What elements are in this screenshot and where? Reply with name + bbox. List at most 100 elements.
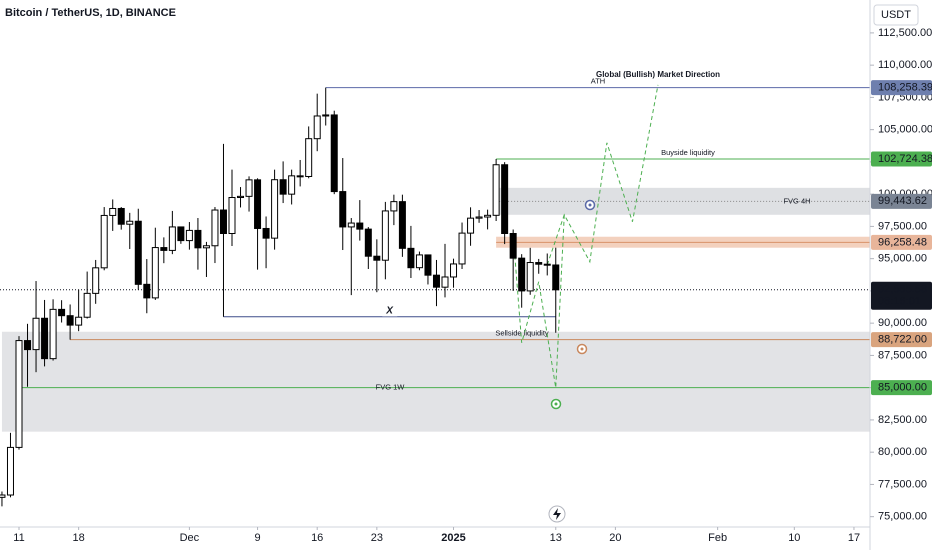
candle-body bbox=[501, 164, 509, 235]
projection bbox=[546, 84, 659, 265]
candle-body bbox=[194, 229, 202, 249]
candle-body bbox=[330, 114, 338, 193]
candle-body bbox=[305, 138, 313, 177]
candle-body bbox=[177, 226, 185, 242]
candle-body bbox=[41, 317, 49, 360]
candle-body bbox=[126, 220, 134, 225]
lightning-icon bbox=[553, 508, 561, 520]
candle-body bbox=[0, 494, 6, 498]
candle-body bbox=[228, 197, 236, 235]
candle-body bbox=[432, 274, 440, 288]
y-tick-label: 87,500.00 bbox=[878, 349, 927, 361]
level-label: FVG 1W bbox=[376, 383, 406, 392]
candle-body bbox=[339, 191, 347, 228]
eye-icon-pupil bbox=[580, 347, 584, 351]
y-tick-label: 95,000.00 bbox=[878, 253, 927, 265]
candle-body bbox=[288, 175, 296, 195]
candle-body bbox=[202, 245, 210, 249]
candle-body bbox=[381, 210, 389, 261]
label-bg bbox=[382, 305, 398, 317]
x-tick-label: 23 bbox=[371, 532, 383, 544]
candle-body bbox=[279, 179, 287, 195]
candle-body bbox=[237, 195, 245, 199]
candle-body bbox=[347, 222, 355, 228]
candle-body bbox=[185, 229, 193, 242]
candle-body bbox=[526, 262, 534, 292]
candle-body bbox=[356, 222, 364, 230]
last-price-badge bbox=[871, 281, 932, 310]
candle-body bbox=[450, 263, 458, 278]
candle-body bbox=[543, 263, 551, 266]
candle-body bbox=[415, 254, 423, 269]
candle-body bbox=[66, 315, 74, 326]
projection bbox=[512, 214, 565, 388]
price-badge bbox=[871, 332, 932, 348]
x-tick-label: 2025 bbox=[441, 532, 465, 544]
candle-body bbox=[509, 233, 517, 259]
x-tick-label: 9 bbox=[254, 532, 260, 544]
price-badge-label: 85,000.00 bbox=[878, 382, 927, 394]
candle-body bbox=[109, 207, 117, 216]
y-tick-label: 80,000.00 bbox=[878, 446, 927, 458]
candle-body bbox=[24, 340, 32, 351]
candle-body bbox=[271, 179, 279, 239]
candle-body bbox=[219, 209, 227, 235]
candle-body bbox=[168, 226, 176, 251]
y-tick-label: 75,000.00 bbox=[878, 511, 927, 523]
candle-body bbox=[49, 308, 57, 360]
y-tick-label: 90,000.00 bbox=[878, 317, 927, 329]
x-tick-label: 20 bbox=[609, 532, 621, 544]
price-badge-label: 102,724.38 bbox=[878, 153, 932, 165]
currency-box[interactable] bbox=[873, 4, 919, 26]
level-label: FVG 4H bbox=[783, 196, 810, 205]
projection-label: Global (Bullish) Market Direction bbox=[596, 70, 720, 79]
x-tick-label: 18 bbox=[73, 532, 85, 544]
candle-body bbox=[484, 214, 492, 218]
zone bbox=[1, 331, 870, 432]
price-badge bbox=[871, 380, 932, 396]
y-tick-label: 82,500.00 bbox=[878, 414, 927, 426]
x-tick-label: 13 bbox=[550, 532, 562, 544]
candle-body bbox=[364, 228, 372, 257]
candle-body bbox=[552, 264, 560, 291]
level-label: X bbox=[385, 305, 394, 316]
plot: ATH Buyside liquidity FVG 4H Sellside liqui… bbox=[0, 70, 870, 507]
candle-body bbox=[134, 220, 142, 285]
candle-body bbox=[424, 254, 432, 276]
countdown: 08:16:01 bbox=[878, 296, 921, 308]
candle-body bbox=[313, 115, 321, 140]
x-tick-label: 17 bbox=[848, 532, 860, 544]
y-tick-label: 77,500.00 bbox=[878, 478, 927, 490]
axes: 75,000.00 77,500.00 80,000.00 82,500.00 85,0… bbox=[13, 27, 932, 544]
candle-body bbox=[322, 114, 330, 117]
candle-body bbox=[143, 283, 151, 299]
currency[interactable]: USDT bbox=[881, 9, 911, 21]
price-badge bbox=[871, 234, 932, 250]
chart-title: Bitcoin / TetherUS, 1D, BINANCE bbox=[5, 7, 176, 19]
y-tick-label: 110,000.00 bbox=[878, 59, 932, 71]
candle-body bbox=[254, 179, 262, 229]
price-badge bbox=[871, 80, 932, 96]
price-badge-label: 88,722.00 bbox=[878, 334, 927, 346]
level-label: ATH bbox=[591, 77, 605, 86]
candle-body bbox=[518, 257, 526, 292]
candle-body bbox=[58, 308, 66, 317]
candle-body bbox=[160, 247, 168, 251]
candle-body bbox=[245, 179, 253, 197]
last-price-label: 92,585.58 bbox=[878, 284, 927, 296]
candle-body bbox=[373, 255, 381, 261]
price-badge-label: 96,258.48 bbox=[878, 236, 927, 248]
price-badge-label: 99,443.62 bbox=[878, 195, 927, 207]
candle-body bbox=[151, 247, 159, 299]
candle-body bbox=[492, 164, 500, 216]
y-tick-label: 97,500.00 bbox=[878, 220, 927, 232]
x-tick-label: Feb bbox=[708, 532, 727, 544]
candle-body bbox=[15, 340, 23, 448]
candle-body bbox=[262, 227, 270, 239]
level-label: Buyside liquidity bbox=[661, 148, 715, 157]
x-tick-label: 11 bbox=[13, 532, 24, 544]
eye-icon-pupil bbox=[554, 402, 558, 406]
x-tick-label: 16 bbox=[311, 532, 323, 544]
candle-body bbox=[441, 276, 449, 288]
